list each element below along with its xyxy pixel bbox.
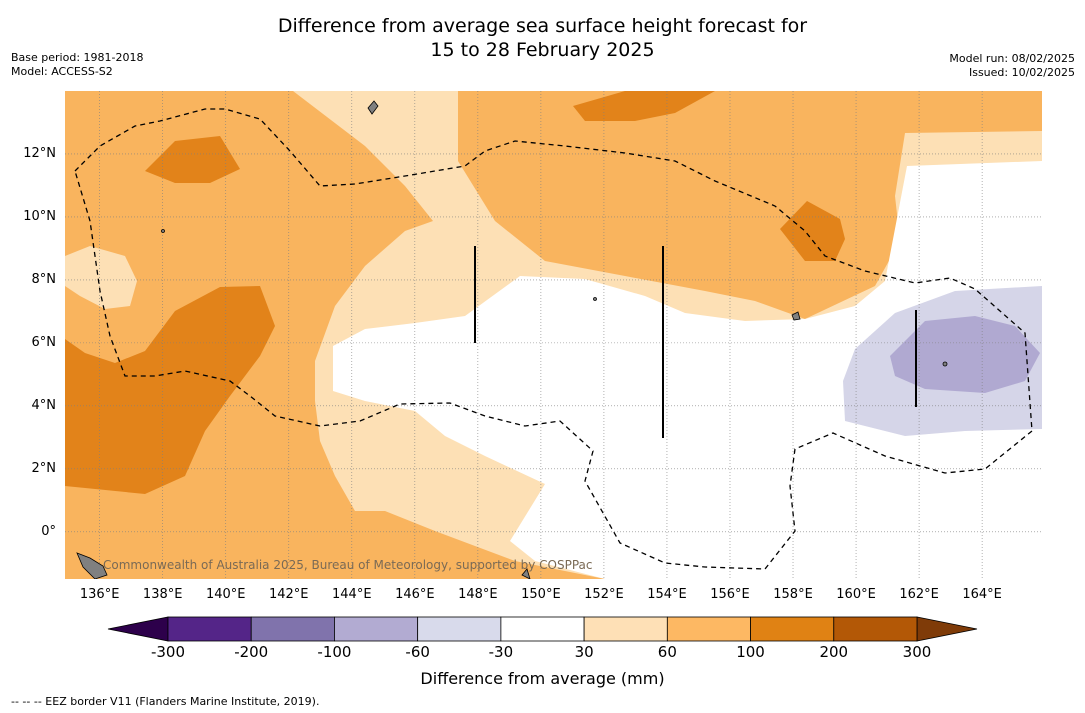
footnote: -- -- -- EEZ border V11 (Flanders Marine… bbox=[11, 695, 320, 708]
base-period: Base period: 1981-2018 bbox=[11, 51, 144, 64]
colorbar-tick-3: -60 bbox=[405, 643, 430, 661]
anomaly-band-200-300-west bbox=[65, 286, 275, 494]
colorbar-swatch-5 bbox=[583, 616, 668, 642]
lat-tick-2: 2°N bbox=[31, 460, 57, 476]
island-2 bbox=[791, 311, 801, 321]
lon-tick-148: 148°E bbox=[458, 587, 498, 602]
copyright-watermark: Commonwealth of Australia 2025, Bureau o… bbox=[103, 558, 593, 572]
lat-tick-8: 8°N bbox=[31, 271, 57, 287]
colorbar-swatch-7 bbox=[750, 616, 835, 642]
lon-tick-154: 154°E bbox=[647, 587, 687, 602]
anomaly-band-200-300-north bbox=[145, 136, 240, 183]
lon-tick-136: 136°E bbox=[79, 587, 120, 602]
chart-title: Difference from average sea surface heig… bbox=[0, 14, 1085, 62]
model-run: Model run: 08/02/2025 bbox=[949, 52, 1075, 65]
lon-tick-146: 146°E bbox=[395, 587, 435, 602]
colorbar-extend-min bbox=[107, 616, 169, 642]
colorbar-tick-4: -30 bbox=[488, 643, 514, 661]
colorbar-tick-7: 100 bbox=[736, 643, 765, 661]
colorbar-swatch-2 bbox=[334, 616, 419, 642]
island-4 bbox=[521, 568, 531, 579]
anomaly-band-30-60-west bbox=[65, 246, 137, 309]
colorbar-swatch-4 bbox=[500, 616, 585, 642]
title-line-1: Difference from average sea surface heig… bbox=[277, 15, 808, 37]
lon-tick-158: 158°E bbox=[773, 587, 813, 602]
meta-right: Model run: 08/02/2025 Issued: 10/02/2025 bbox=[949, 52, 1075, 80]
anomaly-band-200-300-ne bbox=[573, 91, 715, 121]
lon-tick-160: 160°E bbox=[836, 587, 876, 602]
island-5 bbox=[942, 361, 948, 367]
lon-tick-150: 150°E bbox=[521, 587, 561, 602]
colorbar-tick-0: -300 bbox=[150, 643, 186, 661]
colorbar-extend-max bbox=[916, 616, 978, 642]
colorbar-tick-9: 300 bbox=[902, 643, 932, 661]
colorbar-tick-8: 200 bbox=[819, 643, 849, 661]
lon-tick-140: 140°E bbox=[205, 587, 246, 602]
anomaly-neutral bbox=[333, 161, 1042, 579]
land-islands bbox=[76, 100, 948, 579]
colorbar-swatch-0 bbox=[167, 616, 252, 642]
lon-tick-162: 162°E bbox=[899, 587, 939, 602]
title-line-2: 15 to 28 February 2025 bbox=[430, 39, 655, 61]
colorbar-tick-1: -200 bbox=[234, 643, 269, 661]
lon-tick-144: 144°E bbox=[332, 587, 372, 602]
island-6 bbox=[161, 229, 165, 233]
lat-tick-4: 4°N bbox=[31, 397, 57, 413]
eez-border bbox=[74, 108, 1033, 570]
island-1 bbox=[367, 100, 379, 115]
colorbar-tick-5: 30 bbox=[574, 643, 594, 661]
issued-date: Issued: 10/02/2025 bbox=[968, 66, 1075, 79]
lat-tick-6: 6°N bbox=[31, 334, 57, 350]
colorbar-canvas bbox=[107, 616, 978, 642]
island-7 bbox=[593, 297, 597, 301]
colorbar-title: Difference from average (mm) bbox=[420, 669, 665, 688]
meta-left: Base period: 1981-2018 Model: ACCESS-S2 bbox=[11, 51, 143, 79]
colorbar-swatch-1 bbox=[250, 616, 335, 642]
lon-tick-152: 152°E bbox=[584, 587, 624, 602]
lon-tick-156: 156°E bbox=[710, 587, 750, 602]
lon-tick-164: 164°E bbox=[962, 587, 1002, 602]
graticule bbox=[65, 91, 1042, 579]
colorbar-tick-6: 60 bbox=[657, 643, 677, 661]
anomaly-band-200-300-east bbox=[780, 201, 845, 261]
model-name: Model: ACCESS-S2 bbox=[11, 65, 113, 78]
colorbar-swatch-6 bbox=[666, 616, 751, 642]
colorbar-tick-2: -100 bbox=[317, 643, 352, 661]
map-panel bbox=[65, 91, 1042, 579]
lat-tick-0: 0° bbox=[41, 523, 56, 539]
lon-tick-138: 138°E bbox=[142, 587, 183, 602]
lon-tick-142: 142°E bbox=[268, 587, 309, 602]
lat-tick-12: 12°N bbox=[23, 145, 56, 161]
map-canvas bbox=[65, 91, 1042, 579]
colorbar-swatch-8 bbox=[833, 616, 918, 642]
grid-markers bbox=[474, 246, 917, 438]
anomaly-band-neg-60-100 bbox=[890, 316, 1040, 393]
eez-border-north bbox=[74, 108, 1033, 570]
lat-tick-10: 10°N bbox=[23, 208, 56, 224]
island-3 bbox=[76, 552, 108, 579]
colorbar bbox=[0, 612, 1085, 646]
colorbar-swatch-3 bbox=[417, 616, 502, 642]
